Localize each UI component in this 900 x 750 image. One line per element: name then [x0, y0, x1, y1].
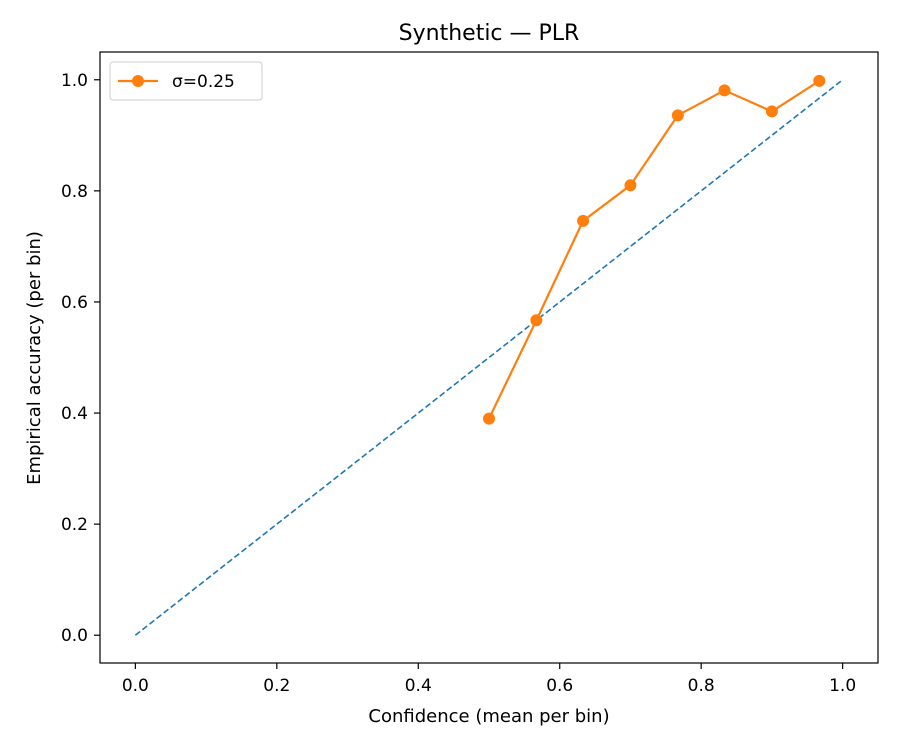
data-point	[718, 84, 731, 97]
data-point	[765, 105, 778, 118]
data-point	[813, 74, 826, 87]
axes-frame	[99, 51, 879, 664]
plot-area	[99, 51, 879, 664]
data-point	[624, 179, 637, 192]
data-point	[577, 214, 590, 227]
y-tick-label: 0.2	[61, 515, 88, 535]
x-tick-label: 1.0	[829, 676, 856, 696]
x-tick-label: 0.2	[263, 676, 290, 696]
chart-title: Synthetic — PLR	[399, 21, 580, 46]
data-point	[671, 109, 684, 122]
x-axis-label: Confidence (mean per bin)	[368, 706, 609, 727]
y-tick-label: 0.8	[61, 182, 88, 202]
data-point	[530, 314, 543, 327]
legend-marker-swatch	[132, 75, 144, 87]
legend-entry-label: σ=0.25	[172, 72, 235, 92]
x-tick-label: 0.8	[688, 676, 715, 696]
reference-diagonal-line	[134, 79, 844, 636]
y-tick-label: 0.6	[61, 293, 88, 313]
y-tick-label: 0.4	[61, 404, 88, 424]
series-line-0	[488, 79, 820, 420]
x-tick-label: 0.0	[122, 676, 149, 696]
legend-box	[109, 61, 263, 101]
x-tick-label: 0.4	[405, 676, 432, 696]
y-tick-label: 1.0	[61, 71, 88, 91]
axis-ticks: 0.0 0.2 0.4 0.6 0.8 1.0 0.0 0.2 0.4 0.6 0.8 1.0	[61, 71, 856, 696]
y-tick-label: 0.0	[61, 626, 88, 646]
y-axis-label: Empirical accuracy (per bin)	[24, 231, 45, 485]
legend: σ=0.25	[109, 61, 263, 101]
data-point	[483, 412, 495, 425]
x-tick-label: 0.6	[546, 676, 573, 696]
